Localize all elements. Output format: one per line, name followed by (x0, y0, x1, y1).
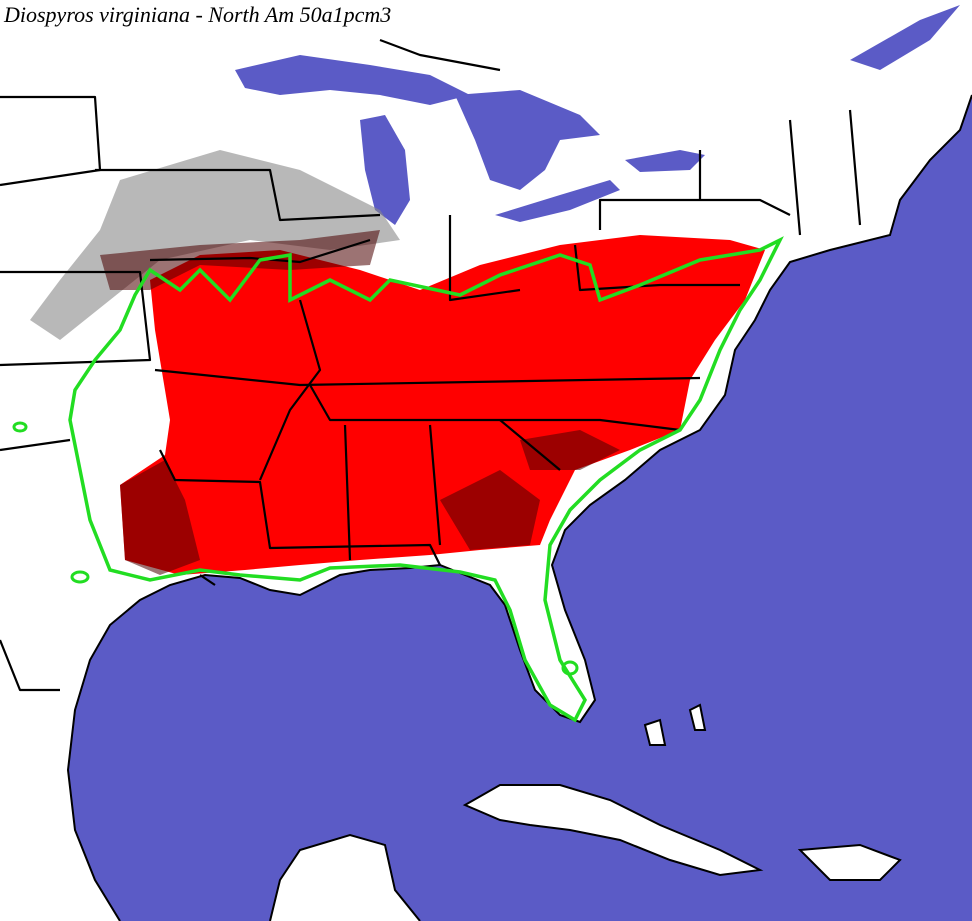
range-patch (12, 421, 28, 433)
range-patch (561, 660, 579, 676)
island-hispaniola (797, 843, 902, 881)
great-lakes (235, 5, 960, 225)
range-patch (70, 570, 90, 584)
ocean (68, 95, 972, 921)
borders (0, 38, 862, 692)
island-cuba (462, 784, 764, 877)
map-title: Diospyros virginiana - North Am 50a1pcm3 (3, 2, 391, 27)
native-range-outline (68, 236, 784, 723)
island-bahamas (643, 703, 707, 746)
coastline (66, 94, 972, 921)
habitat-high (120, 235, 765, 575)
habitat-dark (100, 230, 620, 575)
